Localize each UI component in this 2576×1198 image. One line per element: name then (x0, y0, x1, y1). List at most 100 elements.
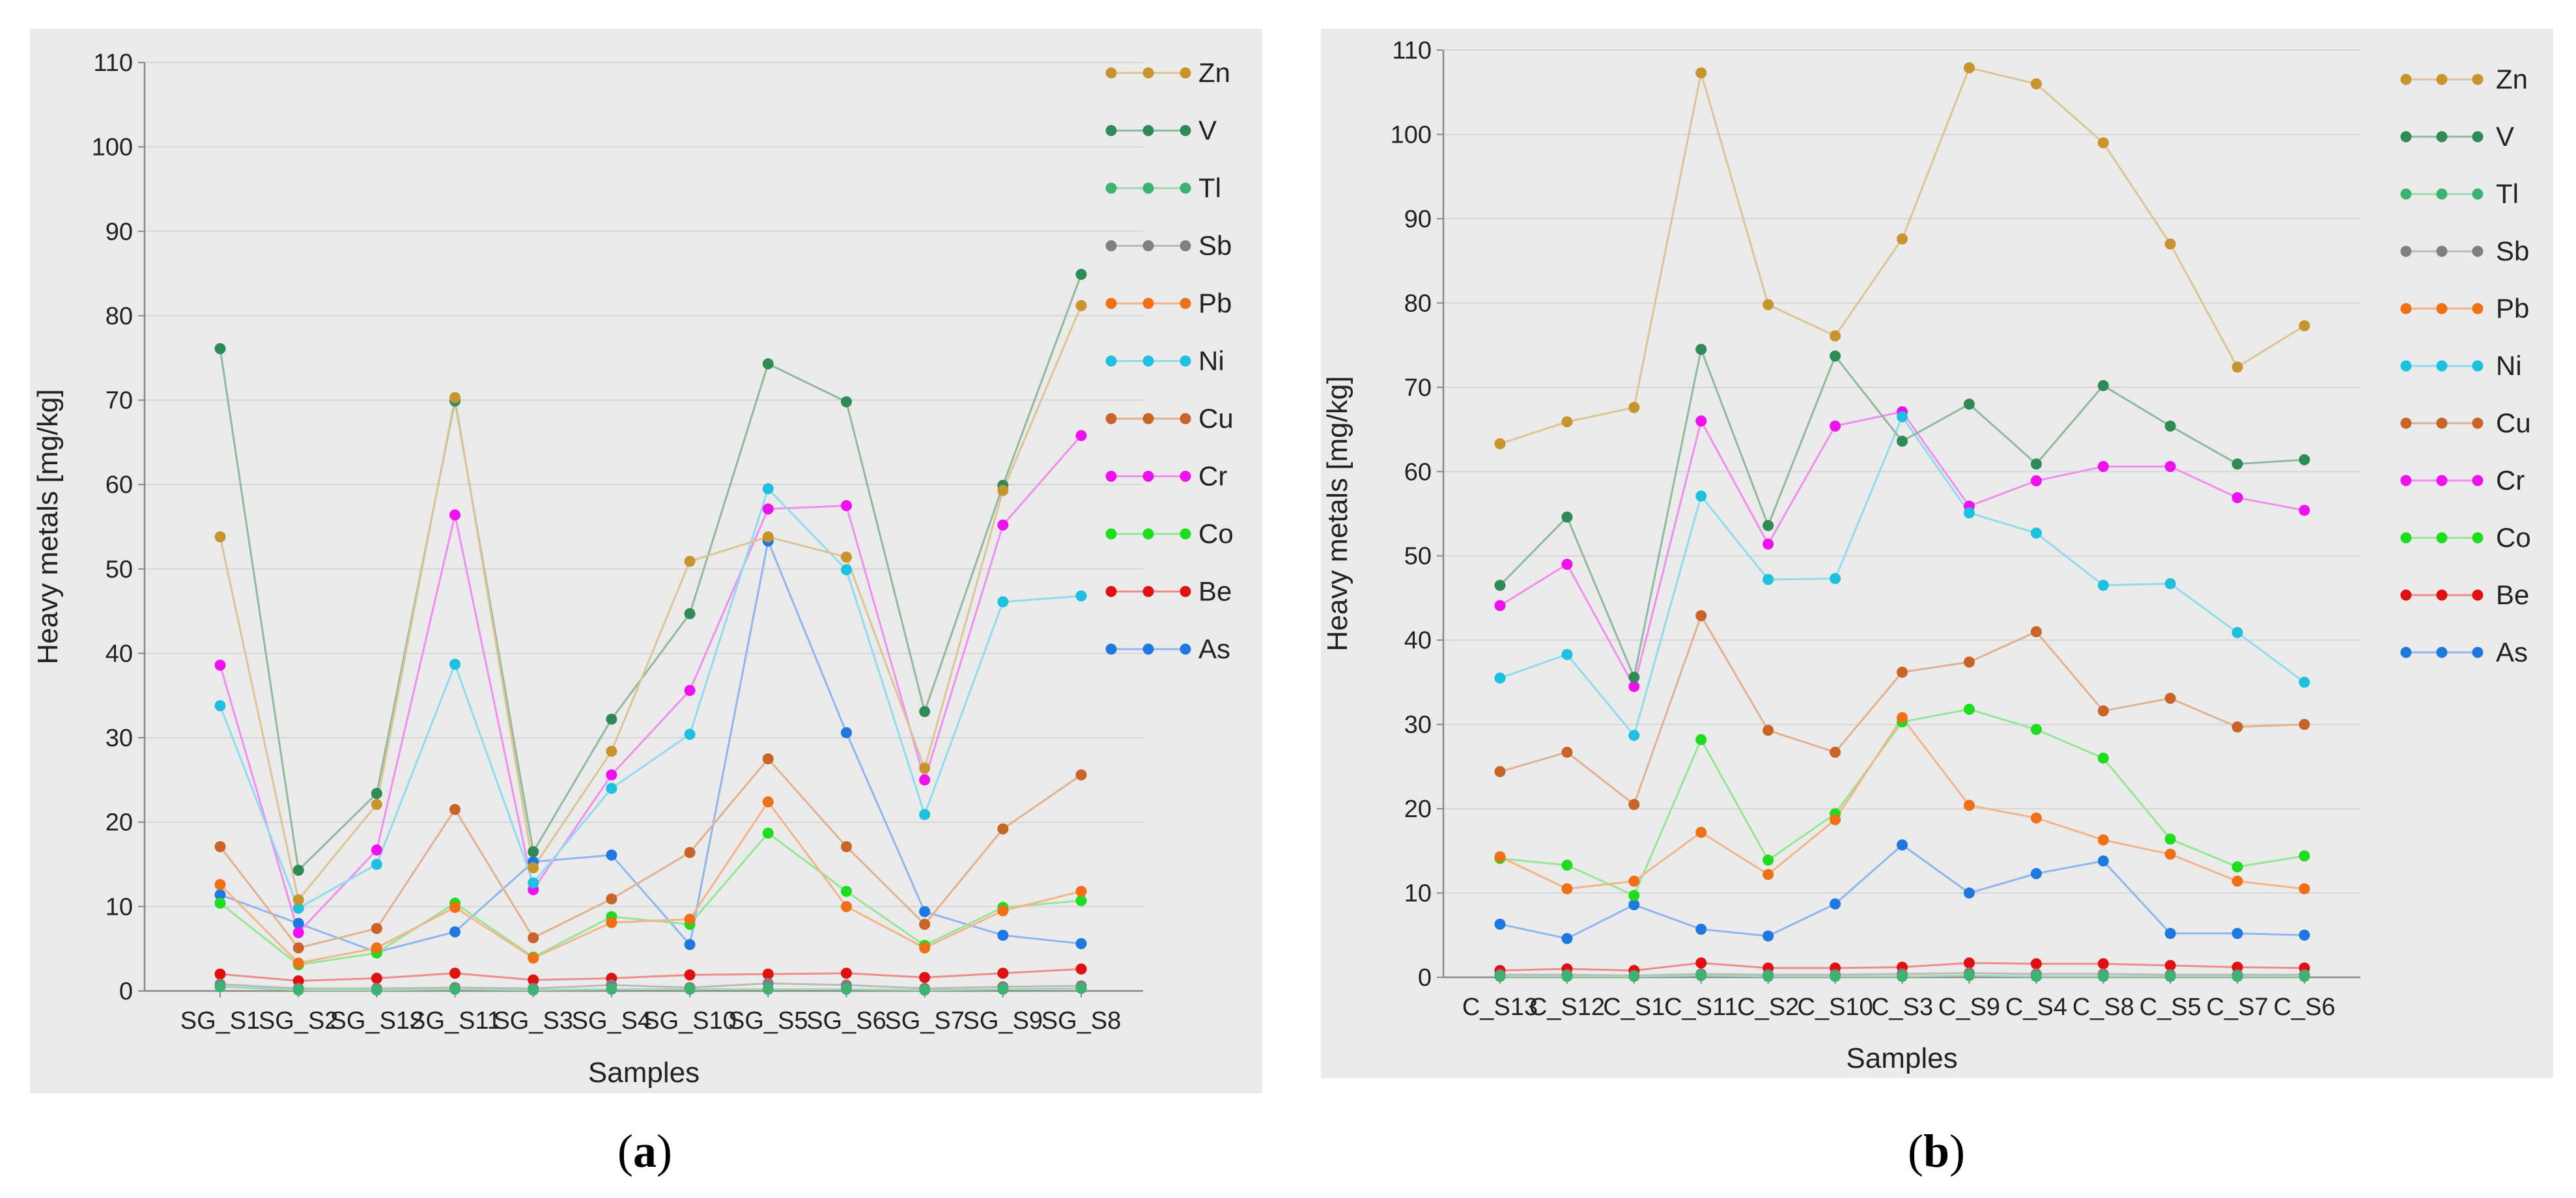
chart-a-series-tl-point (762, 983, 774, 995)
chart-a-series-cu-point (997, 823, 1009, 835)
chart-a-legend-marker-tl (1105, 182, 1117, 194)
chart-a-series-ni-point (606, 783, 617, 794)
chart-b: 0102030405060708090100110C_S13C_S12C_S1C… (1322, 37, 2531, 1074)
chart-a-legend-marker-sb (1180, 240, 1191, 251)
chart-a-legend-label-sb: Sb (1198, 230, 1232, 261)
chart-a-series-pb-point (762, 796, 774, 808)
chart-b-series-ni-point (1963, 507, 1975, 519)
chart-a-series-ni-point (371, 859, 382, 871)
chart-b-series-tl-point (2097, 971, 2109, 982)
chart-b-series-ni-point (1494, 672, 1506, 684)
chart-a-series-pb-point (919, 942, 931, 954)
chart-a-series-zn-point (997, 484, 1009, 496)
chart-b-xtick-label: C_S12 (1529, 994, 1605, 1021)
chart-b-legend-marker-cr (2472, 475, 2484, 486)
chart-b-series-tl-point (1561, 971, 1573, 982)
chart-b-series-zn-point (1494, 438, 1506, 450)
chart-b-legend-label-ni: Ni (2496, 350, 2522, 381)
chart-a-xtick-label: SG_S9 (963, 1007, 1043, 1035)
chart-b-xtick-label: C_S7 (2207, 994, 2269, 1021)
chart-a-legend-marker-pb (1142, 298, 1154, 309)
chart-b-ytick-label: 100 (1391, 121, 1432, 148)
chart-a-legend-marker-as (1142, 643, 1154, 655)
chart-b-series-v-point (1963, 398, 1975, 410)
chart-b-series-cr-point (1695, 415, 1707, 427)
chart-a-legend-marker-zn (1142, 67, 1154, 79)
chart-a-series-tl-point (371, 984, 382, 996)
chart-a-legend-marker-v (1142, 125, 1154, 136)
chart-b-series-zn-point (2299, 320, 2310, 331)
chart-b-legend-marker-be (2400, 589, 2412, 601)
chart-b-series-v-point (1762, 520, 1774, 531)
chart-a-xtick-label: SG_S7 (885, 1007, 965, 1035)
chart-b-series-v-point (2030, 458, 2042, 470)
chart-a-series-ni-point (1075, 590, 1087, 602)
chart-a-series-cr-point (840, 500, 852, 512)
chart-b-series-co-point (1762, 854, 1774, 866)
chart-a-series-zn-point (292, 894, 304, 906)
chart-b-series-zn-point (1628, 402, 1640, 413)
chart-b-series-cu-point (1494, 766, 1506, 777)
chart-b-series-zn-point (2231, 361, 2243, 373)
chart-a-legend-marker-tl (1180, 182, 1191, 194)
chart-b-legend-marker-zn (2400, 74, 2412, 85)
chart-a-series-v-point (292, 865, 304, 876)
chart-a-legend-marker-sb (1105, 240, 1117, 251)
chart-a-series-co-point (840, 885, 852, 897)
chart-a-series-cr-point (997, 519, 1009, 531)
chart-b-series-ni-point (1762, 574, 1774, 585)
chart-b-legend-label-cr: Cr (2496, 465, 2525, 495)
chart-b-legend-marker-co (2436, 532, 2448, 544)
chart-a-series-ni-point (528, 877, 539, 889)
chart-b-series-pb-point (2164, 848, 2176, 860)
chart-a-series-zn-line (219, 305, 1083, 902)
chart-b-series-as-point (1830, 898, 1841, 910)
chart-b-series-be-point (2097, 958, 2109, 969)
chart-b-ytick-label: 50 (1404, 543, 1432, 570)
chart-a-series-tl-point (449, 983, 461, 995)
chart-b-ytick-label: 110 (1392, 37, 1432, 64)
chart-b-legend-marker-co (2400, 532, 2412, 544)
chart-a-series-tl-point (840, 983, 852, 995)
chart-a-legend-marker-pb (1105, 298, 1117, 309)
chart-a-legend-marker-tl (1142, 182, 1154, 194)
chart-b-legend-marker-be (2436, 589, 2448, 601)
chart-b-series-ni-point (2164, 578, 2176, 589)
chart-a-legend-label-co: Co (1198, 518, 1234, 549)
chart-a-series-as-point (606, 849, 617, 861)
chart-b-legend-label-tl: Tl (2496, 178, 2519, 209)
chart-b-legend-marker-sb (2472, 245, 2484, 257)
chart-b-legend-label-sb: Sb (2496, 236, 2529, 266)
chart-b-series-tl-point (1628, 971, 1640, 982)
chart-a-legend-label-be: Be (1198, 576, 1232, 607)
chart-a-legend-label-cu: Cu (1198, 403, 1234, 434)
chart-b-series-as-point (2097, 855, 2109, 867)
chart-a-series-tl-point (606, 983, 617, 995)
chart-a-ytick-label: 40 (106, 640, 133, 667)
chart-b-ytick-label: 90 (1404, 206, 1432, 233)
chart-b-series-pb-point (1561, 883, 1573, 895)
chart-b-series-as-point (1561, 932, 1573, 944)
chart-b-series-cu-point (1963, 656, 1975, 668)
chart-a-series-pb-line (219, 800, 1082, 964)
chart-b-series-pb-point (1762, 869, 1774, 880)
chart-b-series-co-point (2299, 850, 2310, 862)
chart-b-series-be-point (2231, 961, 2243, 973)
chart-b-series-zn-point (2097, 137, 2109, 148)
chart-a-series-cr-line (219, 435, 1083, 935)
chart-b-legend-marker-zn (2436, 74, 2448, 85)
chart-a-legend-marker-pb (1180, 298, 1191, 309)
chart-b-series-zn-point (2164, 238, 2176, 250)
chart-b-series-cr-point (1561, 559, 1573, 570)
chart-b-xtick-label: C_S6 (2273, 994, 2335, 1021)
chart-b-series-as-point (2164, 928, 2176, 940)
chart-a-series-tl-point (292, 984, 304, 996)
chart-b-ytick-label: 40 (1404, 627, 1432, 654)
chart-a-series-cr-point (919, 774, 931, 786)
chart-a-ytick-label: 110 (93, 49, 133, 77)
chart-b-series-cr-point (1494, 600, 1506, 611)
chart-a-series-cr-point (292, 927, 304, 939)
chart-b-series-cr-point (2231, 492, 2243, 503)
chart-b-series-co-point (1561, 859, 1573, 871)
chart-b-series-as-point (2030, 868, 2042, 880)
